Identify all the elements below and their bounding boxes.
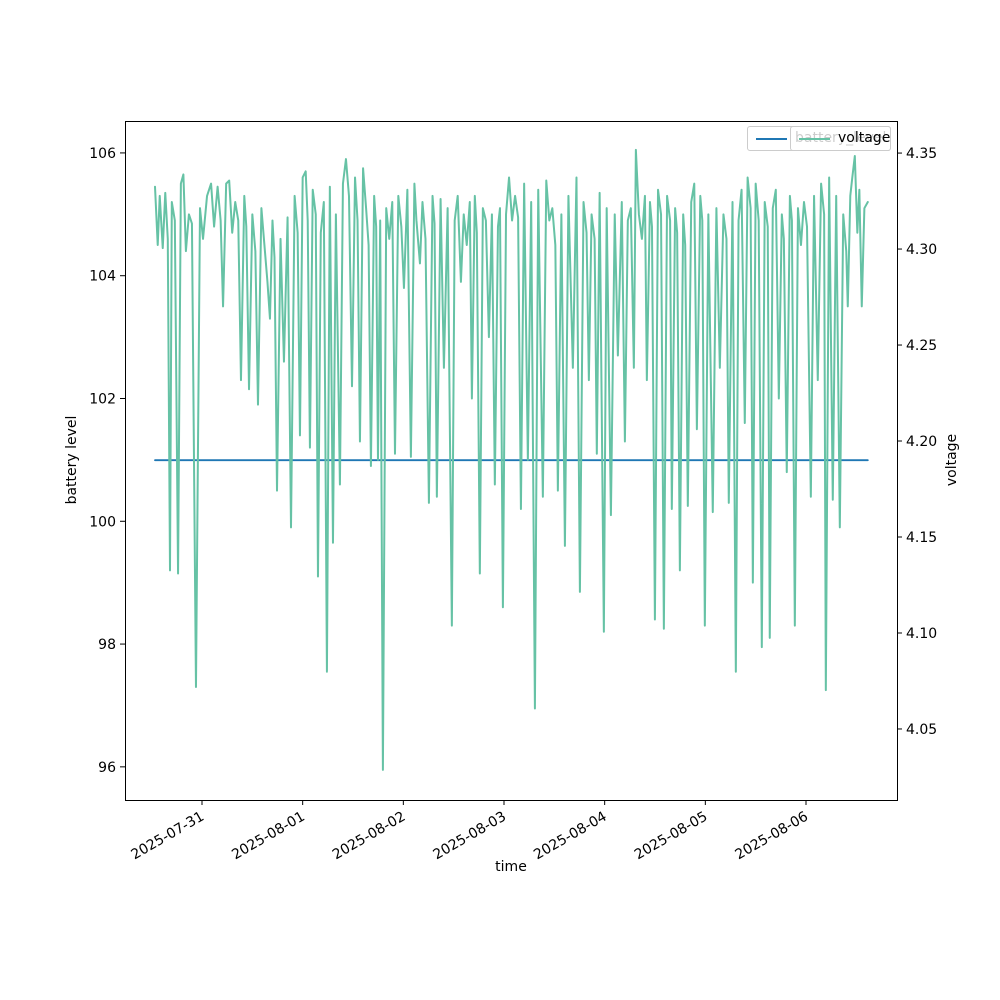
x-axis-label: time xyxy=(495,859,527,875)
y-right-tick-label-4: 4.25 xyxy=(906,338,937,354)
legend-label-voltage: voltage xyxy=(838,130,891,146)
y-left-tick-label-3: 102 xyxy=(89,391,116,407)
x-tick-label-5: 2025-08-05 xyxy=(632,809,710,864)
y-left-tick-label-0: 96 xyxy=(98,760,116,776)
legend-handle-battery-level-line xyxy=(756,137,787,140)
x-tick-label-3: 2025-08-03 xyxy=(431,809,509,864)
series-line-battery_level xyxy=(154,148,869,771)
y-left-tick-label-1: 98 xyxy=(98,637,116,653)
axes-spines xyxy=(125,121,898,801)
x-tick-label-1: 2025-08-01 xyxy=(229,809,307,864)
y-right-tick-label-2: 4.15 xyxy=(906,530,937,546)
x-tick-label-2: 2025-08-02 xyxy=(330,809,408,864)
x-tick-label-4: 2025-08-04 xyxy=(531,809,610,864)
x-tick-label-6: 2025-08-06 xyxy=(733,809,812,864)
y-left-tick-label-4: 104 xyxy=(89,269,116,285)
legend-box-voltage: voltage xyxy=(790,126,891,151)
legend-handle-voltage-line xyxy=(799,137,830,140)
y-axis-label-right: voltage xyxy=(944,434,960,486)
y-right-tick-label-0: 4.05 xyxy=(906,722,937,738)
y-left-tick-label-5: 106 xyxy=(89,146,116,162)
x-tick-label-0: 2025-07-31 xyxy=(129,809,207,864)
y-right-tick-label-5: 4.30 xyxy=(906,242,937,258)
y-right-tick-label-6: 4.35 xyxy=(906,146,937,162)
y-left-tick-label-2: 100 xyxy=(89,514,116,530)
y-right-tick-label-1: 4.10 xyxy=(906,626,937,642)
y-axis-label-left: battery level xyxy=(64,416,80,505)
y-right-tick-label-3: 4.20 xyxy=(906,434,937,450)
